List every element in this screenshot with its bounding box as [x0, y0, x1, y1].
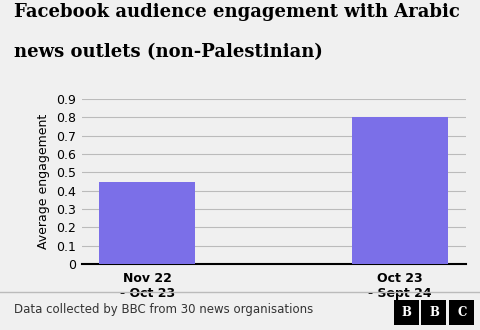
Text: B: B: [429, 306, 439, 319]
Text: news outlets (non-Palestinian): news outlets (non-Palestinian): [14, 43, 323, 61]
Text: Data collected by BBC from 30 news organisations: Data collected by BBC from 30 news organ…: [14, 303, 313, 316]
Text: Facebook audience engagement with Arabic: Facebook audience engagement with Arabic: [14, 3, 460, 21]
Y-axis label: Average engagement: Average engagement: [37, 114, 50, 249]
Bar: [352, 117, 448, 264]
Text: B: B: [401, 306, 411, 319]
Text: C: C: [457, 306, 467, 319]
Bar: [99, 182, 195, 264]
